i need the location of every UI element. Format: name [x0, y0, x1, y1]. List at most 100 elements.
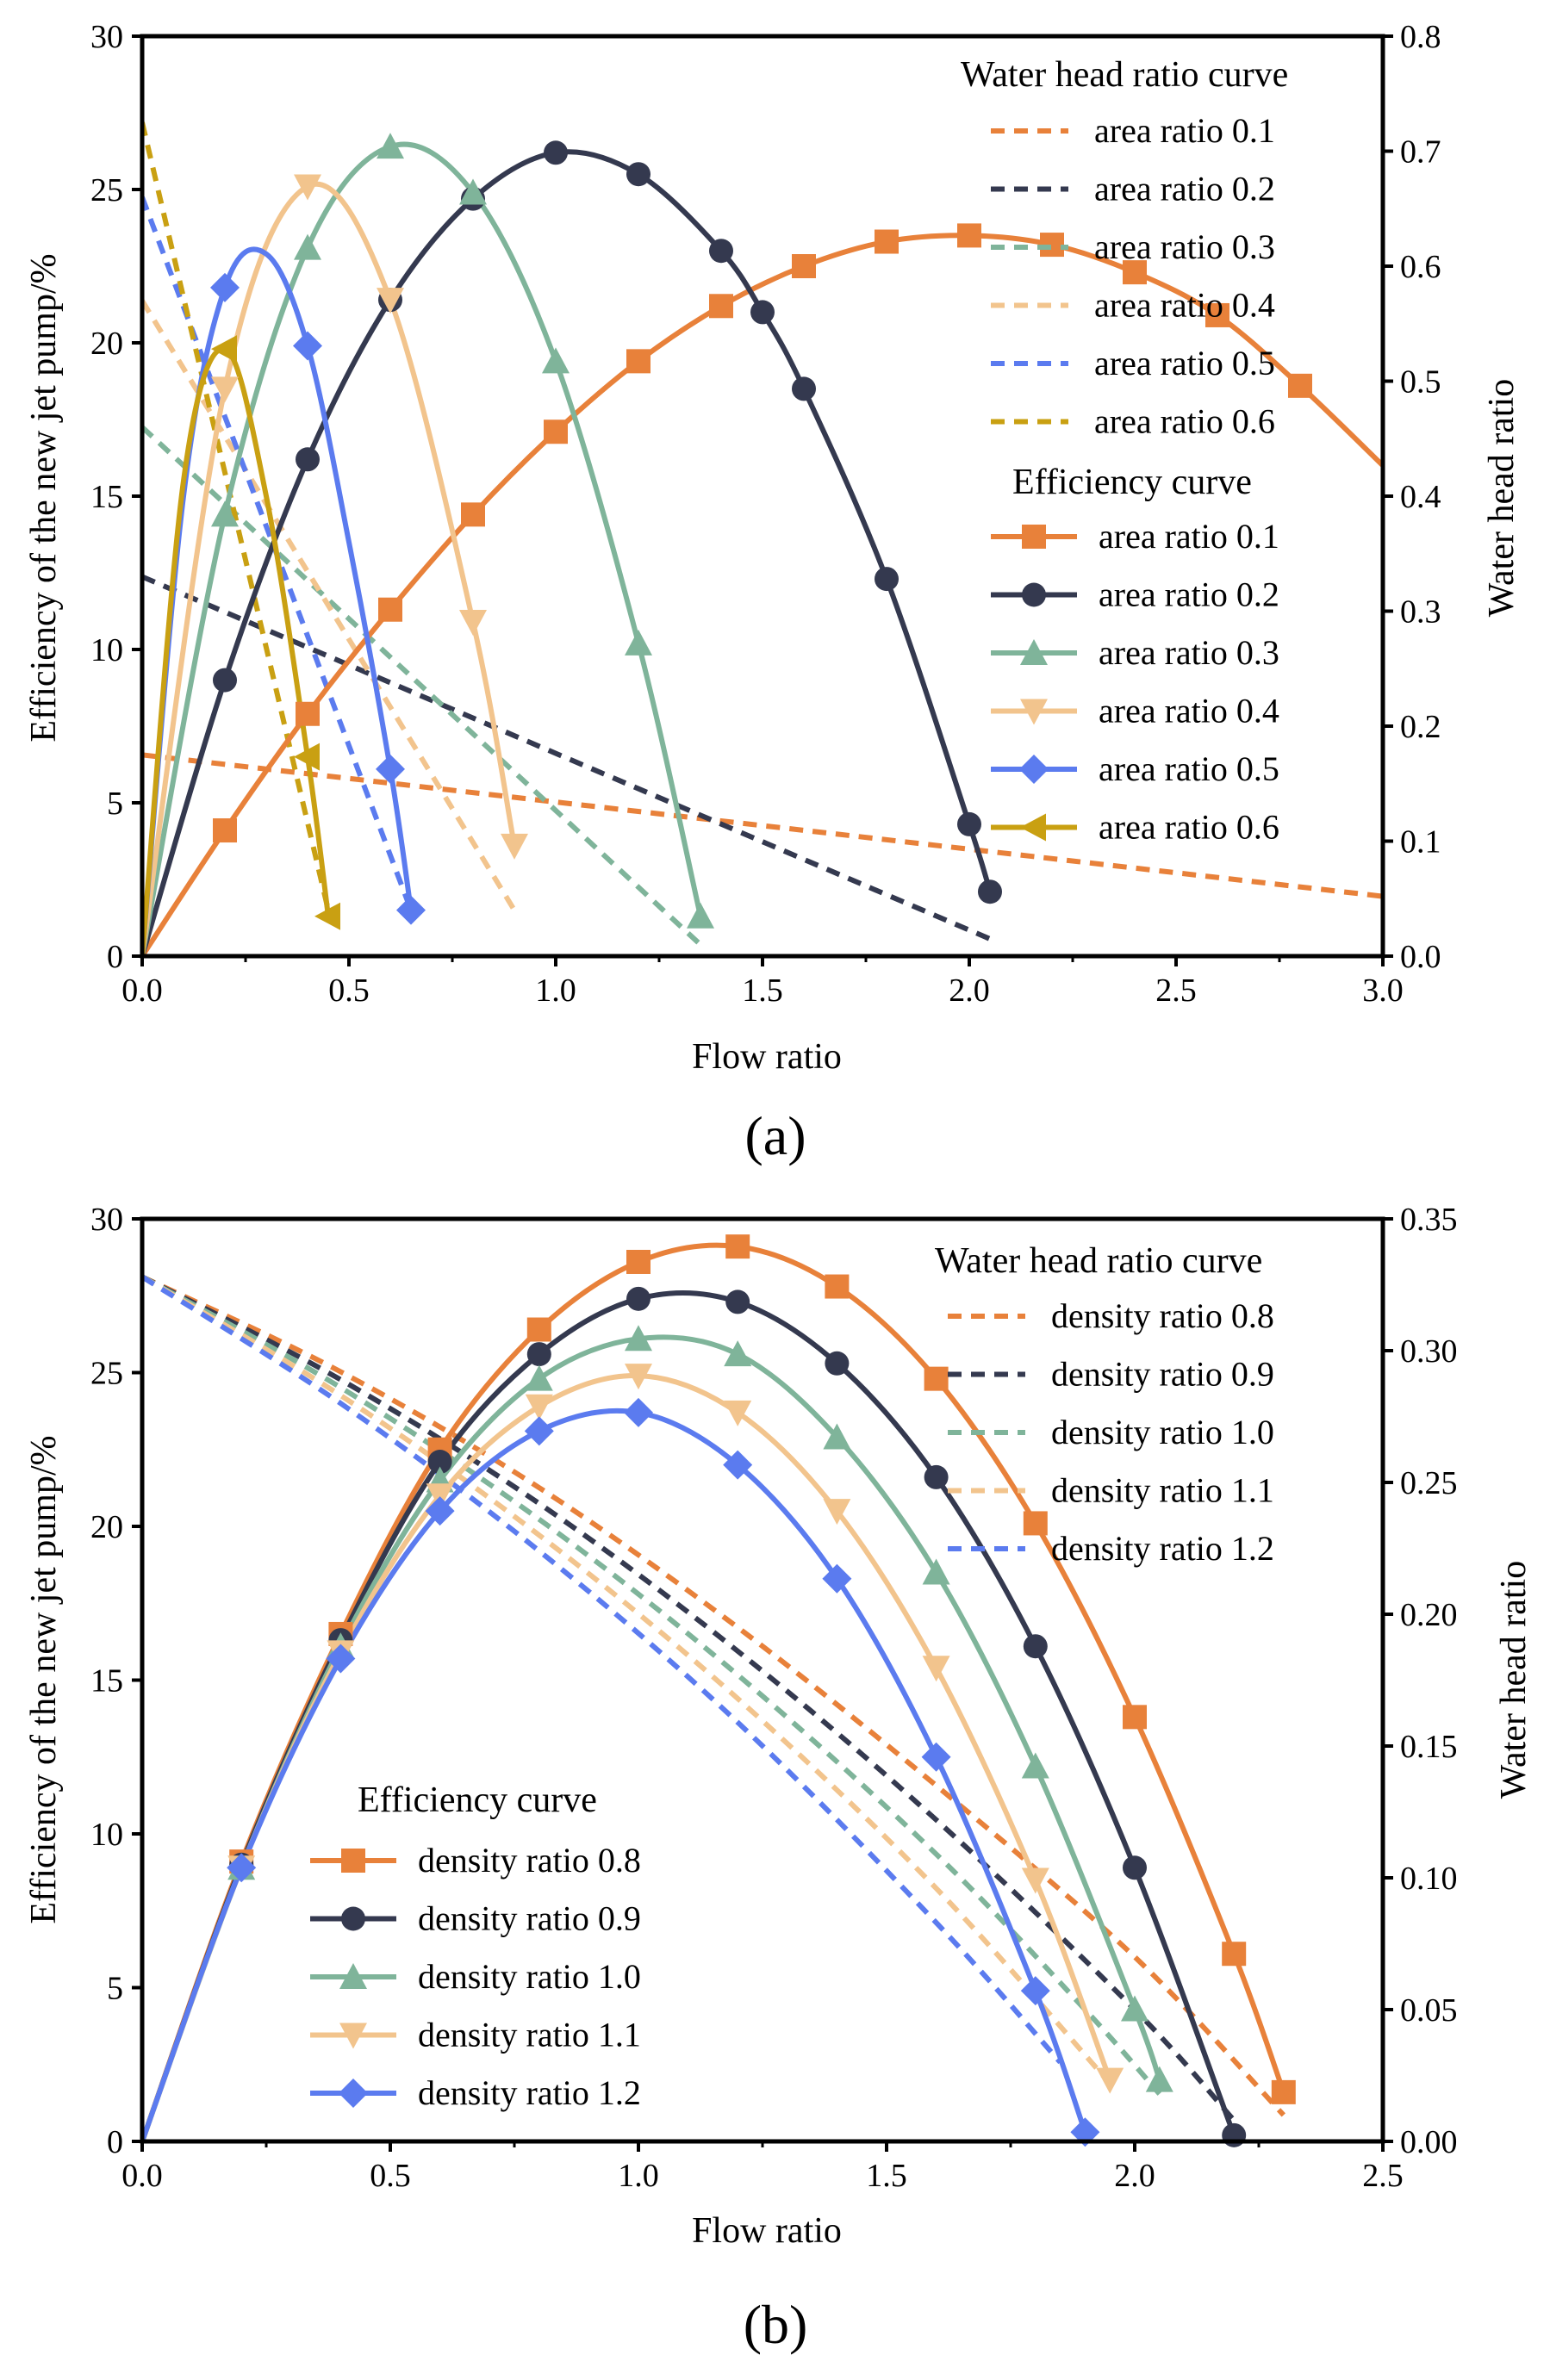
- panel-a-eff-marker-2-1: [294, 233, 321, 260]
- panel-b-yr-tick-label-3: 0.15: [1400, 1729, 1458, 1765]
- panel-b-eff-marker-4-0: [227, 1853, 257, 1883]
- panel-a-eff-marker-1-8: [792, 376, 816, 401]
- panel-a-yl-tick-label-3: 15: [90, 479, 123, 515]
- panel-b-eff-marker-4-4: [624, 1397, 653, 1427]
- panel-b-head-line-4: [142, 1274, 1062, 2065]
- panel-b-x-tick-label-5: 2.5: [1362, 2158, 1404, 2194]
- panel-a-head-line-2: [142, 425, 703, 947]
- panel-b-eff-marker-3-9: [1096, 2067, 1124, 2094]
- panel-b-right-y-axis-title: Water head ratio: [1494, 1561, 1534, 1799]
- panel-b-legend-eff-marker-4: [339, 2079, 368, 2108]
- panel-a-eff-marker-0-9: [957, 223, 981, 248]
- panel-b-label: (b): [744, 2294, 808, 2355]
- panel-a-eff-marker-0-6: [709, 294, 733, 319]
- panel-b-left-y-axis-title: Efficiency of the new jet pump/%: [24, 1435, 64, 1923]
- panel-b-head-line-2: [142, 1274, 1162, 2096]
- panel-b-legend-eff-label-2: density ratio 1.0: [418, 1957, 641, 1996]
- panel-a-legend-head-label-4: area ratio 0.5: [1094, 344, 1275, 382]
- panel-a-legend-eff-label-1: area ratio 0.2: [1099, 575, 1279, 614]
- panel-a-eff-marker-2-2: [377, 133, 404, 159]
- panel-b-eff-marker-4-2: [425, 1496, 455, 1526]
- panel-b-eff-marker-2-6: [823, 1423, 851, 1450]
- panel-b-yl-tick-label-0: 0: [107, 2124, 123, 2160]
- panel-b-eff-marker-0-3: [526, 1317, 551, 1342]
- panel-b-yl-tick-label-1: 5: [107, 1971, 123, 2007]
- panel-b-legend-head-label-2: density ratio 1.0: [1051, 1413, 1274, 1451]
- panel-a-yr-tick-label-5: 0.5: [1400, 364, 1441, 401]
- panel-a-eff-marker-1-0: [213, 668, 237, 693]
- panel-b-legend-head-label-3: density ratio 1.1: [1051, 1471, 1274, 1510]
- panel-a-legend-eff-marker-0: [1022, 525, 1046, 549]
- panel-a-yl-tick-label-4: 20: [90, 326, 123, 362]
- panel-b-x-tick-label-1: 0.5: [370, 2158, 411, 2194]
- panel-a-eff-marker-3-4: [501, 833, 528, 860]
- panel-a-eff-line-3: [142, 181, 517, 956]
- panel-a-eff-marker-0-8: [875, 229, 899, 254]
- panel-b-eff-marker-2-3: [525, 1364, 553, 1391]
- panel-a-yl-tick-label-1: 5: [107, 786, 123, 822]
- panel-a-plot: 0.0 0.5 1.0 1.5 2.0 2.5 3.0 0 5 10 15 20 25 30 0.0 0.1 0…: [90, 19, 1441, 1009]
- panel-a-legend-head-label-2: area ratio 0.3: [1094, 227, 1275, 266]
- panel-a-left-y-axis-title: Efficiency of the new jet pump/%: [24, 253, 64, 742]
- panel-b-eff-marker-0-6: [825, 1274, 850, 1299]
- panel-b-eff-marker-4-5: [723, 1450, 753, 1480]
- panel-a-eff-marker-1-7: [750, 300, 775, 325]
- panel-a-x-tick-label-6: 3.0: [1362, 973, 1404, 1009]
- panel-b-x-tick-label-0: 0.0: [121, 2158, 163, 2194]
- panel-b-eff-marker-0-5: [725, 1234, 750, 1259]
- panel-a-eff-marker-5-1: [294, 743, 320, 771]
- panel-a-eff-marker-2-5: [625, 629, 652, 656]
- panel-b-eff-marker-2-5: [724, 1340, 752, 1367]
- panel-a-x-tick-label-5: 2.5: [1155, 973, 1197, 1009]
- panel-b-eff-marker-4-6: [822, 1563, 852, 1594]
- panel-a-eff-marker-4-1: [293, 331, 322, 361]
- panel-a-eff-marker-0-0: [213, 818, 237, 843]
- panel-b-eff-marker-1-2: [427, 1450, 452, 1475]
- panel-b-head-line-3: [142, 1274, 1112, 2085]
- panel-b-yr-tick-label-1: 0.05: [1400, 1992, 1458, 2029]
- panel-b-legend-eff-label-0: density ratio 0.8: [418, 1841, 641, 1880]
- panel-a-eff-marker-4-0: [210, 272, 240, 302]
- panel-b-x-tick-label-4: 2.0: [1114, 2158, 1155, 2194]
- panel-b-eff-marker-1-6: [825, 1351, 850, 1376]
- panel-b-legend-eff-label-3: density ratio 1.1: [418, 2016, 641, 2054]
- panel-a-yr-tick-label-0: 0.0: [1400, 939, 1441, 975]
- panel-b-head-line-0: [142, 1274, 1285, 2117]
- panel-a-eff-marker-2-3: [459, 178, 487, 205]
- panel-a-yr-tick-label-6: 0.6: [1400, 249, 1441, 285]
- panel-a: Flow ratio Efficiency of the new jet pum…: [24, 55, 1522, 1166]
- panel-a-head-line-1: [142, 574, 992, 941]
- panel-b-eff-marker-1-5: [725, 1289, 750, 1314]
- panel-a-yr-tick-label-2: 0.2: [1400, 709, 1441, 745]
- panel-b-legend-eff-marker-1: [341, 1906, 365, 1931]
- panel-a-eff-marker-2-0: [211, 500, 239, 527]
- panel-b-eff-marker-2-10: [1145, 2066, 1173, 2092]
- panel-b-eff-marker-3-6: [823, 1499, 851, 1526]
- panel-b-eff-marker-3-8: [1021, 1867, 1049, 1894]
- panel-b-plot: 0.0 0.5 1.0 1.5 2.0 2.5 0 5 10 15 20 25 30 0.00 0.05 0.…: [90, 1202, 1458, 2194]
- panel-a-legend-eff-marker-3: [1020, 699, 1048, 725]
- panel-b-yl-tick-label-3: 15: [90, 1663, 123, 1700]
- panel-a-eff-marker-1-4: [544, 140, 568, 165]
- panel-a-yr-tick-label-8: 0.8: [1400, 19, 1441, 55]
- panel-b-eff-marker-1-8: [1023, 1634, 1048, 1659]
- panel-b-yl-tick-label-6: 30: [90, 1202, 123, 1238]
- panel-a-x-tick-label-0: 0.0: [121, 973, 163, 1009]
- panel-a-eff-marker-5-0: [211, 335, 237, 364]
- panel-b-yr-tick-label-0: 0.00: [1400, 2124, 1458, 2160]
- panel-a-eff-marker-0-11: [1123, 260, 1147, 285]
- panel-a-x-tick-label-3: 1.5: [742, 973, 783, 1009]
- panel-a-legend-head-label-1: area ratio 0.2: [1094, 170, 1275, 208]
- panel-a-x-axis-title: Flow ratio: [692, 1037, 842, 1077]
- panel-b-yr-tick-label-5: 0.25: [1400, 1465, 1458, 1501]
- panel-a-legend-eff-marker-2: [1020, 639, 1048, 665]
- panel-a-legend-eff-marker-4: [1019, 755, 1049, 784]
- panel-b-eff-marker-2-8: [1021, 1752, 1049, 1779]
- panel-a-legend-heading-head: Water head ratio curve: [961, 55, 1288, 95]
- panel-a-legend-heading-eff: Efficiency curve: [1012, 463, 1252, 502]
- panel-b-x-tick-label-2: 1.0: [618, 2158, 659, 2194]
- panel-b-eff-marker-3-4: [625, 1364, 652, 1390]
- panel-b-yr-tick-label-7: 0.35: [1400, 1202, 1458, 1238]
